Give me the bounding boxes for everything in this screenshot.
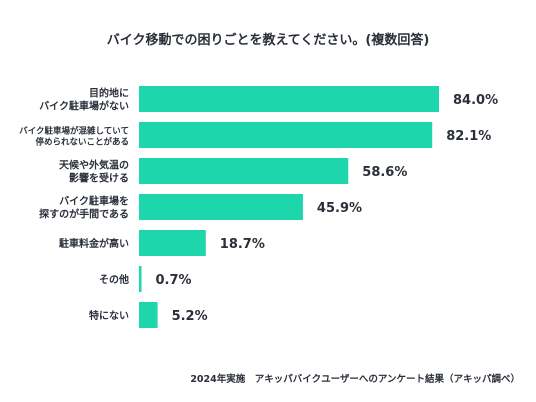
- value-label-2: 58.6%: [362, 165, 407, 180]
- chart-title: バイク移動での困りごとを教えてください。(複数回答): [107, 32, 430, 48]
- category-label-1: バイク駐車場が混雑していて停められないことがある: [19, 126, 129, 148]
- category-label-3: バイク駐車場を探すのが手間である: [39, 195, 129, 221]
- value-label-4: 18.7%: [220, 237, 265, 252]
- bar-3: [139, 194, 303, 220]
- value-label-6: 5.2%: [172, 309, 208, 324]
- bar-4: [139, 230, 206, 256]
- category-label-0: 目的地にバイク駐車場がない: [39, 87, 129, 113]
- bar-1: [139, 122, 433, 148]
- value-label-1: 82.1%: [446, 129, 491, 144]
- value-label-0: 84.0%: [453, 93, 498, 108]
- bar-2: [139, 158, 349, 184]
- value-label-5: 0.7%: [156, 273, 192, 288]
- bar-6: [139, 302, 158, 328]
- bar-5: [139, 266, 142, 292]
- bars-group: 84.0% 目的地にバイク駐車場がない 82.1% バイク駐車場が混雑していて停められ…: [19, 86, 498, 328]
- category-label-4: 駐車料金が高い: [59, 237, 129, 250]
- value-label-3: 45.9%: [317, 201, 362, 216]
- category-label-5: その他: [99, 273, 129, 286]
- bar-0: [139, 86, 439, 112]
- source-note: 2024年実施 アキッパバイクユーザーへのアンケート結果（アキッパ調べ）: [190, 373, 520, 385]
- category-label-2: 天候や外気温の影響を受ける: [59, 159, 129, 185]
- category-label-6: 特にない: [89, 309, 129, 322]
